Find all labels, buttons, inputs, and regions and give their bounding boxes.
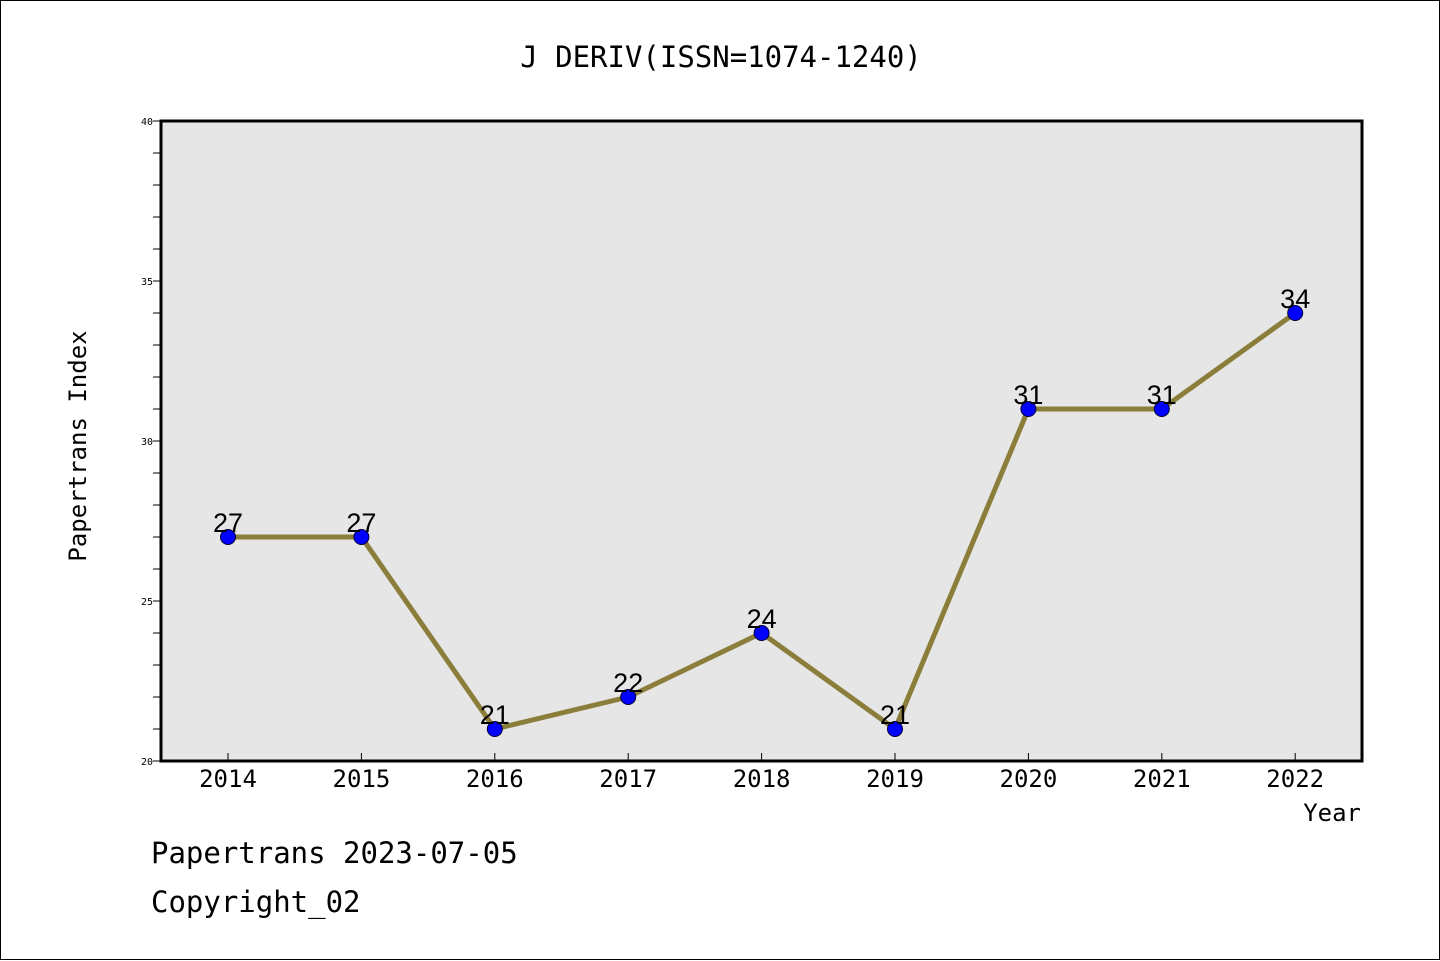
data-label: 34 [1280,284,1310,314]
data-point [887,721,903,737]
data-point [220,529,236,545]
x-tick-label: 2022 [1266,765,1324,793]
x-tick-label: 2015 [333,765,391,793]
data-point [753,625,770,641]
data-label: 31 [1013,380,1043,410]
plot-area [159,119,1364,763]
x-tick-label: 2016 [466,765,524,793]
data-point [1020,401,1037,417]
x-tick-label: 2017 [599,765,657,793]
data-point [486,721,503,737]
y-axis-ticks: 20 25 30 35 40 [141,117,161,768]
data-label: 21 [480,700,510,730]
x-tick-label: 2018 [733,765,791,793]
data-label: 22 [613,668,643,698]
data-label: 31 [1147,380,1177,410]
x-axis-label: Year [1303,799,1361,827]
x-tick-label: 2014 [199,765,257,793]
y-tick-label: 20 [141,757,153,768]
data-labels: 27 27 21 22 24 21 31 31 34 [213,284,1310,730]
y-tick-label: 40 [141,117,153,128]
data-point [353,529,370,545]
x-tick-label: 2021 [1133,765,1191,793]
data-series [220,305,1304,737]
data-point [1287,305,1304,321]
chart-title: J DERIV(ISSN=1074-1240) [520,40,922,74]
data-label: 21 [880,700,910,730]
y-axis-label: Papertrans Index [64,330,92,561]
footer-date-text: Papertrans 2023-07-05 [151,836,518,870]
x-tick-label: 2020 [1000,765,1058,793]
y-tick-label: 30 [141,437,153,448]
footer-copyright-text: Copyright_02 [151,885,361,919]
data-label: 27 [213,508,243,538]
y-tick-label: 35 [141,277,153,288]
data-point [1153,401,1170,417]
x-axis-ticks: 2014 2015 2016 2017 2018 2019 2020 2021 2022 [199,753,1324,793]
data-label: 24 [747,604,777,634]
y-tick-label: 25 [141,597,153,608]
data-label: 27 [346,508,376,538]
x-tick-label: 2019 [866,765,924,793]
data-point [620,689,637,705]
